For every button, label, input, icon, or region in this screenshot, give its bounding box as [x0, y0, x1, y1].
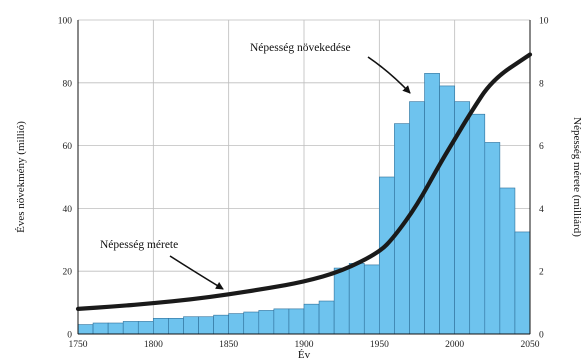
x-tick-label-1800: 1800 [144, 340, 163, 350]
bar-1950 [379, 176, 395, 335]
bar-1840 [213, 314, 229, 335]
line-series [75, 52, 533, 311]
bar-1900 [303, 303, 320, 335]
annotation-size: Népesség mérete [100, 239, 178, 251]
axes [77, 20, 531, 335]
bar-1940 [363, 264, 380, 335]
y-right-tick-label-6: 6 [539, 142, 544, 152]
y-left-tick-label-40: 40 [63, 205, 73, 215]
bar-1920 [333, 267, 350, 335]
bar-series [77, 73, 531, 335]
bar-2030 [499, 187, 516, 335]
x-tick-label-2000: 2000 [445, 340, 464, 350]
y-right-tick-label-0: 0 [539, 331, 544, 341]
tick-labels: 1750 1800 1850 1900 1950 2000 2050020406080100… [58, 17, 549, 351]
bar-1930 [348, 263, 365, 335]
bar-1890 [288, 308, 305, 335]
y-left-tick-label-20: 20 [63, 268, 73, 278]
annotation-growth: Népesség növekedése [250, 42, 351, 54]
annotations: Népesség növekedése Népesség mérete [100, 42, 411, 290]
y-left-tick-label-80: 80 [63, 79, 73, 89]
bar-1800 [153, 317, 169, 335]
bar-1990 [439, 85, 455, 335]
y-axis-right-title: Népesség mérete (milliárd) [571, 117, 581, 237]
x-tick-label-2050: 2050 [521, 340, 540, 350]
y-left-tick-label-60: 60 [63, 142, 73, 152]
bar-2040 [514, 231, 531, 335]
bar-1810 [168, 317, 184, 335]
bar-1870 [258, 310, 275, 335]
y-axis-left-title: Éves növekmény (millió) [15, 121, 27, 233]
y-left-tick-label-100: 100 [58, 17, 73, 27]
y-right-tick-label-4: 4 [539, 205, 544, 215]
x-tick-label-1850: 1850 [219, 340, 238, 350]
x-axis-title: Év [298, 349, 311, 361]
bar-1850 [228, 313, 245, 335]
bar-1880 [273, 308, 290, 335]
bar-1970 [409, 101, 425, 335]
bar-1980 [424, 73, 440, 335]
bar-2020 [484, 142, 501, 335]
bar-1780 [122, 321, 139, 335]
x-tick-label-1750: 1750 [69, 340, 88, 350]
bar-2010 [469, 113, 486, 335]
bar-1860 [243, 311, 260, 335]
bar-1750 [77, 324, 94, 335]
y-right-tick-label-10: 10 [539, 17, 549, 27]
bar-1910 [318, 300, 335, 335]
y-right-tick-label-2: 2 [539, 268, 544, 278]
x-tick-label-1950: 1950 [370, 340, 389, 350]
bar-1830 [198, 316, 214, 335]
x-tick-label-1900: 1900 [295, 340, 314, 350]
y-right-tick-label-8: 8 [539, 79, 544, 89]
annotation-growth-arrow [367, 56, 411, 94]
bar-1760 [92, 322, 109, 335]
bar-1770 [107, 322, 124, 335]
bar-1820 [183, 316, 199, 335]
population-line [75, 52, 533, 311]
bar-1790 [137, 321, 154, 335]
annotation-size-arrow [169, 255, 224, 290]
y-left-tick-label-0: 0 [67, 331, 72, 341]
